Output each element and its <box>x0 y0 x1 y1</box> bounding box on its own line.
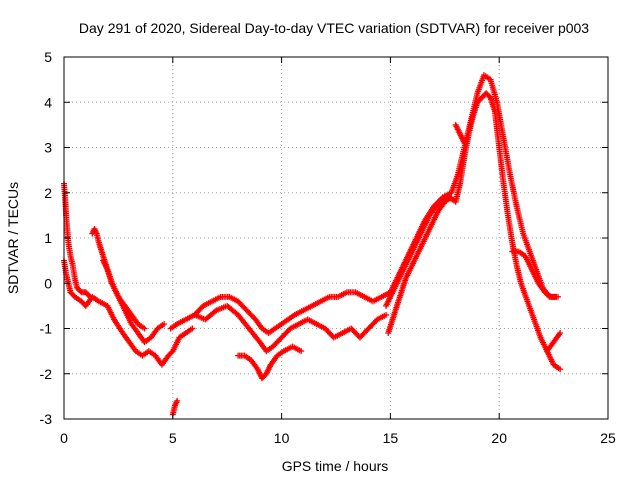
data-point <box>87 293 94 300</box>
data-point <box>189 325 196 332</box>
y-tick-label: 2 <box>44 185 52 201</box>
x-tick-label: 25 <box>600 430 616 446</box>
x-axis-label: GPS time / hours <box>282 458 389 474</box>
series-track-d <box>100 257 148 332</box>
series-track-i <box>383 90 564 373</box>
points-layer <box>61 72 564 418</box>
series-track-l <box>452 121 468 146</box>
series-track-f <box>167 289 394 337</box>
series-track-b <box>61 180 94 300</box>
y-tick-label: 4 <box>44 94 52 110</box>
data-point <box>161 320 168 327</box>
series-track-m <box>509 248 561 300</box>
chart-title: Day 291 of 2020, Sidereal Day-to-day VTE… <box>79 20 589 36</box>
ticks-layer: 0 5 10 15 20 25 -3 -2 -1 0 1 2 3 4 5 <box>40 49 616 446</box>
series-track-c <box>89 225 168 346</box>
x-tick-label: 0 <box>60 430 68 446</box>
data-point <box>174 397 181 404</box>
series-track-h <box>235 343 305 382</box>
y-tick-label: -1 <box>40 321 53 337</box>
data-point <box>141 325 148 332</box>
data-point <box>448 194 455 201</box>
y-axis-label: SDTVAR / TECUs <box>5 182 21 294</box>
x-tick-label: 10 <box>274 430 290 446</box>
y-tick-label: 1 <box>44 230 52 246</box>
data-point <box>86 292 93 299</box>
y-tick-label: 0 <box>44 275 52 291</box>
y-tick-label: 3 <box>44 140 52 156</box>
data-point <box>383 311 390 318</box>
data-point <box>461 139 468 146</box>
y-tick-label: 5 <box>44 49 52 65</box>
data-point <box>554 293 561 300</box>
x-tick-label: 5 <box>169 430 177 446</box>
y-tick-label: -2 <box>40 366 53 382</box>
series-track-g <box>191 302 390 355</box>
y-tick-label: -3 <box>40 411 53 427</box>
data-point <box>557 330 564 337</box>
series-track-k <box>385 194 455 337</box>
x-tick-label: 15 <box>383 430 399 446</box>
data-point <box>557 366 564 373</box>
series-track-n <box>544 330 564 355</box>
series-track-a <box>61 257 196 368</box>
x-tick-label: 20 <box>491 430 507 446</box>
data-point <box>298 348 305 355</box>
series-track-e <box>169 397 181 418</box>
grid-layer <box>64 57 608 419</box>
